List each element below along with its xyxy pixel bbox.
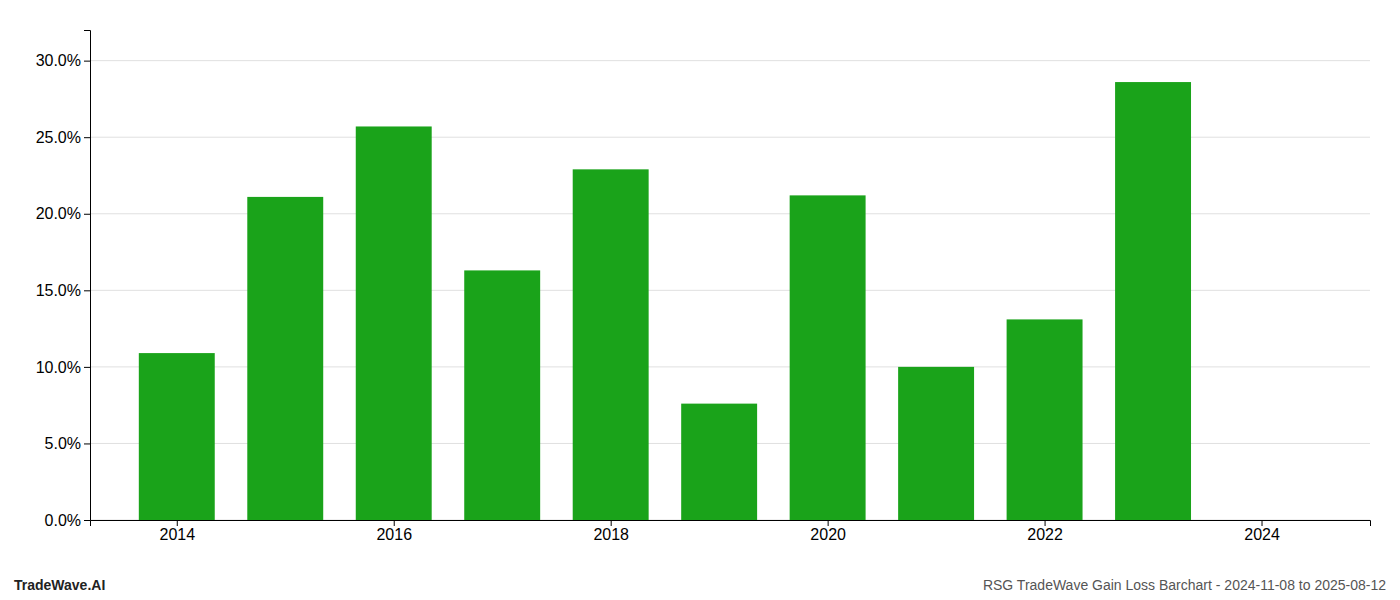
- x-tick-mark: [828, 520, 829, 526]
- y-tick-label: 15.0%: [36, 282, 81, 299]
- y-tick-label: 20.0%: [36, 205, 81, 222]
- x-tick-mark: [611, 520, 612, 526]
- x-tick: 2018: [593, 520, 629, 543]
- x-tick: 2022: [1027, 520, 1063, 543]
- x-tick-mark: [1262, 520, 1263, 526]
- bar: [898, 367, 974, 520]
- y-tick-label: 5.0%: [45, 435, 81, 452]
- y-tick: 5.0%: [45, 435, 90, 452]
- x-tick-label: 2020: [810, 526, 846, 543]
- bar: [681, 404, 757, 520]
- y-tick: 20.0%: [36, 205, 90, 222]
- y-axis: 0.0% 5.0% 10.0% 15.0% 20.0% 25.0% 30.0%: [36, 31, 91, 529]
- y-tick: 25.0%: [36, 129, 90, 146]
- y-tick-mark: [84, 443, 90, 444]
- y-tick-label: 10.0%: [36, 358, 81, 375]
- x-tick: 2024: [1244, 520, 1280, 543]
- x-tick-label: 2018: [593, 526, 629, 543]
- x-axis: 2014 2016 2018 2020 2022 2024: [91, 520, 1371, 543]
- x-tick: 2020: [810, 520, 846, 543]
- x-tick-label: 2014: [159, 526, 195, 543]
- x-tick-label: 2022: [1027, 526, 1063, 543]
- background: [0, 0, 1400, 600]
- bar: [573, 169, 649, 520]
- bar: [139, 353, 215, 520]
- bar: [247, 197, 323, 520]
- y-tick-mark: [84, 367, 90, 368]
- x-tick-mark: [177, 520, 178, 526]
- x-tick-mark: [1045, 520, 1046, 526]
- y-tick-label: 25.0%: [36, 129, 81, 146]
- chart: 2014 2016 2018 2020 2022 2024 0.0% 5.0% 10.0% 15.…: [0, 0, 1400, 600]
- y-tick-label: 30.0%: [36, 52, 81, 69]
- bar: [790, 195, 866, 520]
- y-tick-label: 0.0%: [45, 512, 81, 529]
- y-tick: 30.0%: [36, 52, 90, 69]
- y-tick-mark: [84, 214, 90, 215]
- bar: [1115, 82, 1191, 520]
- y-tick-mark: [84, 290, 90, 291]
- x-tick-label: 2024: [1244, 526, 1280, 543]
- annotation: RSG TradeWave Gain Loss Barchart - 2024-…: [983, 577, 1386, 593]
- y-tick-mark: [84, 520, 90, 521]
- y-axis-line: [84, 31, 91, 521]
- x-tick-mark: [394, 520, 395, 526]
- bar: [464, 270, 540, 520]
- x-tick: 2014: [159, 520, 195, 543]
- x-tick: 2016: [376, 520, 412, 543]
- x-tick-label: 2016: [376, 526, 412, 543]
- x-axis-line: [91, 521, 1371, 527]
- grid-line: [90, 60, 1370, 61]
- grid: [90, 61, 1370, 520]
- bars: [139, 82, 1191, 520]
- y-tick: 10.0%: [36, 358, 90, 375]
- y-tick: 0.0%: [45, 512, 90, 529]
- annotation: TradeWave.AI: [14, 577, 105, 593]
- y-tick-mark: [84, 61, 90, 62]
- y-tick-mark: [84, 137, 90, 138]
- plot: 2014 2016 2018 2020 2022 2024 0.0% 5.0% 10.0% 15.…: [36, 31, 1371, 544]
- y-tick: 15.0%: [36, 282, 90, 299]
- bar: [356, 126, 432, 520]
- bar: [1007, 319, 1083, 520]
